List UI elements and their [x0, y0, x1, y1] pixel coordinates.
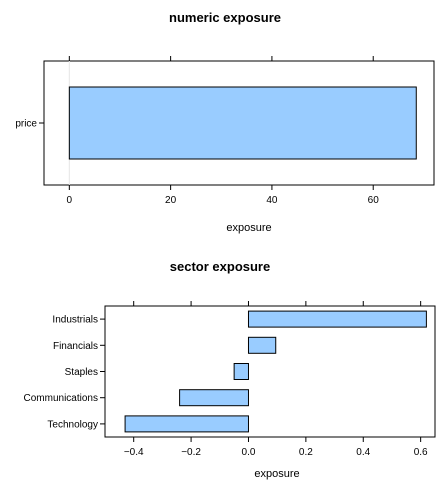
sector-exposure-panel: sector exposure Technology Communications… — [24, 259, 436, 480]
x-tick-label: −0.2 — [181, 447, 201, 458]
x-tick-label: 0.6 — [414, 447, 428, 458]
x-tick-label: −0.4 — [124, 447, 144, 458]
x-tick-label: 0.0 — [242, 447, 256, 458]
y-tick-label: Industrials — [52, 315, 98, 326]
chart-title: numeric exposure — [169, 10, 281, 25]
x-tick-label: 60 — [368, 195, 380, 206]
y-tick-label: Technology — [47, 419, 98, 430]
y-tick-label: Staples — [65, 367, 98, 378]
bar-technology — [124, 415, 249, 433]
x-tick-label: 0.2 — [299, 447, 313, 458]
y-tick-label: Communications — [24, 393, 98, 404]
x-tick-label: 20 — [165, 195, 177, 206]
bar-industrials — [247, 310, 427, 328]
chart-title: sector exposure — [170, 259, 270, 274]
x-axis-label: exposure — [254, 468, 299, 480]
numeric-exposure-panel: numeric exposure price 0 20 40 60 exposure — [15, 10, 435, 234]
x-tick-label: 40 — [266, 195, 278, 206]
y-tick-label: price — [15, 119, 37, 130]
bar-financials — [247, 336, 277, 354]
bar-staples — [233, 363, 249, 380]
bar-price — [68, 86, 417, 160]
bar-communications — [179, 389, 249, 407]
x-tick-label: 0 — [67, 195, 73, 206]
x-tick-label: 0.4 — [356, 447, 370, 458]
y-tick-label: Financials — [53, 341, 98, 352]
x-axis-label: exposure — [226, 222, 271, 234]
